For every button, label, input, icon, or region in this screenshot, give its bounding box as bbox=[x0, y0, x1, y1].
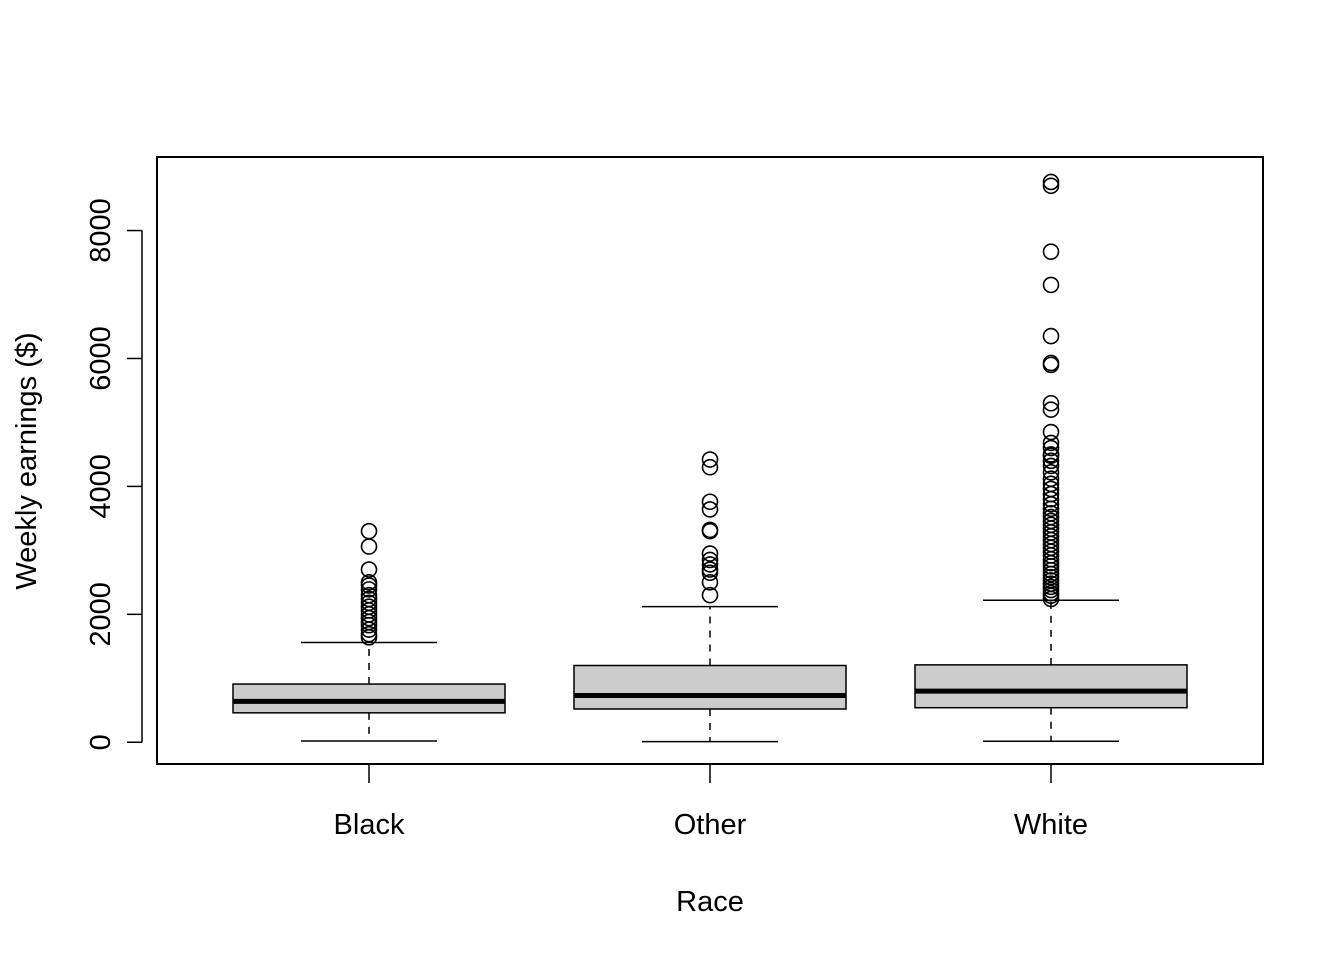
outlier-point bbox=[1042, 475, 1060, 493]
outlier-point bbox=[1042, 394, 1060, 412]
outlier-point bbox=[701, 586, 719, 604]
outlier-point bbox=[360, 581, 378, 598]
x-tick-label: Black bbox=[334, 809, 405, 841]
outlier-point bbox=[701, 521, 719, 539]
outlier-point bbox=[1042, 470, 1060, 488]
y-tick-label: 8000 bbox=[85, 198, 117, 263]
y-axis: 0 2000 4000 6000 8000 bbox=[85, 198, 143, 750]
outlier-point bbox=[701, 451, 719, 468]
outlier-point bbox=[1042, 434, 1060, 452]
y-tick-label: 0 bbox=[85, 734, 117, 750]
outlier-point bbox=[1042, 464, 1060, 481]
outlier-point bbox=[1042, 446, 1060, 463]
boxes-layer bbox=[232, 173, 1188, 743]
x-axis: Black Other White bbox=[334, 764, 1088, 841]
outlier-point bbox=[360, 574, 378, 591]
outlier-point bbox=[701, 556, 719, 573]
iqr-box bbox=[232, 683, 506, 714]
x-tick-label: White bbox=[1014, 809, 1088, 841]
iqr-box bbox=[573, 664, 847, 710]
outlier-point bbox=[701, 458, 719, 476]
outlier-point bbox=[701, 501, 719, 518]
outlier-point bbox=[701, 574, 719, 591]
outlier-point bbox=[1042, 243, 1060, 260]
box-group-black bbox=[232, 522, 506, 742]
y-tick-label: 4000 bbox=[85, 454, 117, 519]
box-group-other bbox=[573, 451, 847, 743]
outlier-point bbox=[1042, 423, 1060, 441]
outlier-point bbox=[1042, 177, 1060, 195]
outlier-point bbox=[1042, 516, 1060, 534]
y-tick-label: 2000 bbox=[85, 582, 117, 647]
outlier-point bbox=[1042, 457, 1060, 475]
outlier-point bbox=[1042, 512, 1060, 530]
x-tick-label: Other bbox=[674, 809, 747, 841]
outlier-point bbox=[701, 561, 719, 578]
outlier-point bbox=[1042, 327, 1060, 345]
y-tick-label: 6000 bbox=[85, 326, 117, 391]
outlier-point bbox=[1042, 354, 1060, 372]
outlier-point bbox=[360, 538, 378, 555]
iqr-box bbox=[914, 664, 1188, 709]
outlier-point bbox=[701, 493, 719, 511]
outlier-point bbox=[701, 545, 719, 562]
outlier-point bbox=[360, 561, 378, 578]
outlier-point bbox=[1042, 439, 1060, 457]
outlier-point bbox=[1042, 276, 1060, 294]
y-axis-title: Weekly earnings ($) bbox=[11, 332, 43, 589]
outlier-point bbox=[1042, 401, 1060, 418]
outlier-point bbox=[701, 551, 719, 569]
outlier-point bbox=[1042, 508, 1060, 526]
box-group-white bbox=[914, 173, 1188, 743]
outlier-point bbox=[360, 625, 378, 643]
outlier-point bbox=[360, 522, 378, 540]
outlier-point bbox=[360, 590, 378, 608]
outlier-point bbox=[1042, 480, 1060, 498]
outlier-point bbox=[1042, 173, 1060, 191]
outlier-point bbox=[1042, 504, 1060, 522]
outlier-point bbox=[360, 594, 378, 612]
x-axis-title: Race bbox=[676, 886, 744, 918]
outlier-point bbox=[360, 586, 378, 604]
outlier-point bbox=[360, 598, 378, 615]
outlier-point bbox=[1042, 452, 1060, 470]
outlier-point bbox=[701, 522, 719, 540]
